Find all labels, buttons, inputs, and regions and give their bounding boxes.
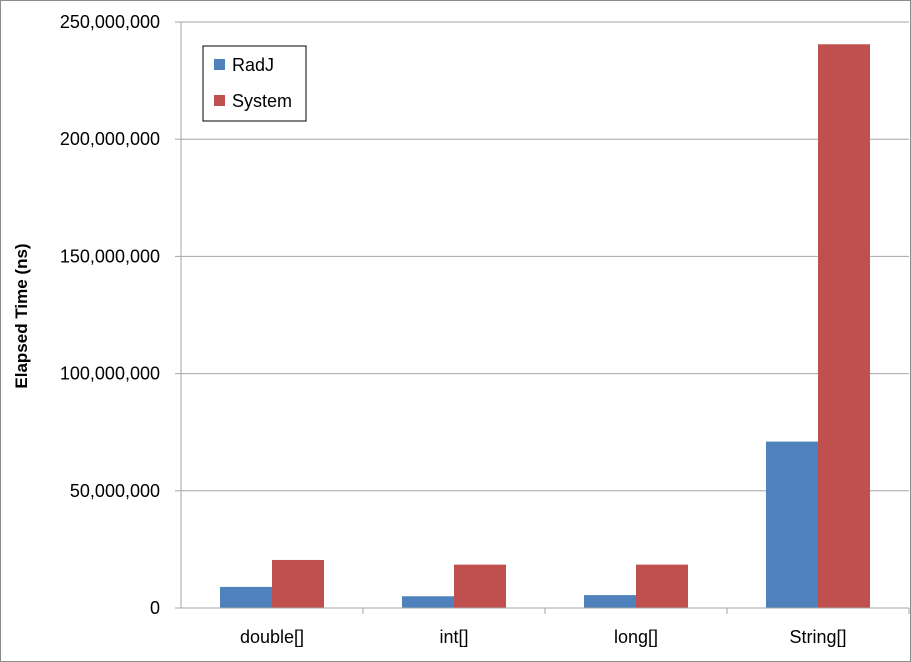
bar-radj-3 (766, 441, 818, 608)
y-axis-title: Elapsed Time (ns) (12, 243, 31, 388)
y-tick-label: 200,000,000 (60, 129, 160, 149)
x-tick-label: double[] (240, 627, 304, 647)
bar-system-3 (818, 44, 870, 608)
y-tick-label: 250,000,000 (60, 12, 160, 32)
y-tick-label: 100,000,000 (60, 364, 160, 384)
bar-radj-1 (402, 596, 454, 608)
y-tick-label: 0 (150, 598, 160, 618)
y-tick-label: 50,000,000 (70, 481, 160, 501)
legend-swatch-system (214, 95, 225, 106)
y-tick-label: 150,000,000 (60, 246, 160, 266)
x-tick-label: int[] (439, 627, 468, 647)
legend-label-radj: RadJ (232, 55, 274, 75)
bar-radj-2 (584, 595, 636, 608)
bar-system-2 (636, 564, 688, 608)
bar-system-1 (454, 564, 506, 608)
y-axis-ticks: 0 50,000,000 100,000,000 150,000,000 200,000… (60, 12, 181, 618)
x-tick-label: long[] (614, 627, 658, 647)
bars (220, 44, 870, 608)
x-axis-ticks: double[] int[] long[] String[] (240, 608, 910, 647)
x-tick-label: String[] (789, 627, 846, 647)
bar-system-0 (272, 559, 324, 608)
legend-label-system: System (232, 91, 292, 111)
bar-radj-0 (220, 586, 272, 608)
legend: RadJ System (202, 45, 307, 122)
legend-box (202, 45, 307, 122)
legend-swatch-radj (214, 59, 225, 70)
